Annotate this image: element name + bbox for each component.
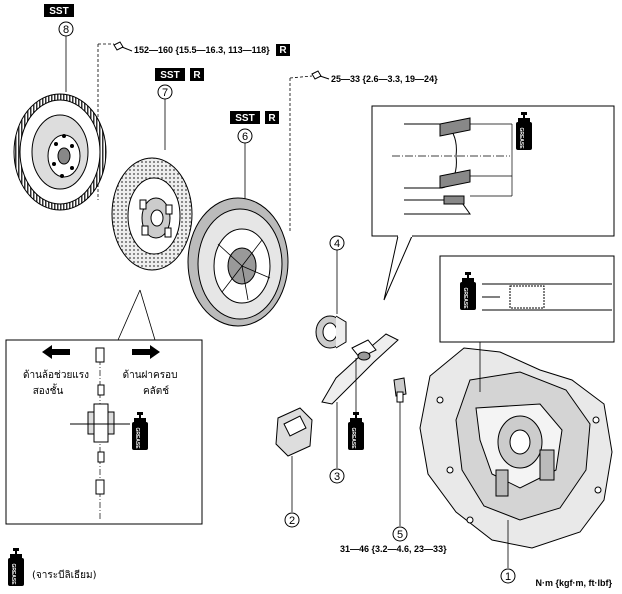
transaxle-housing	[419, 342, 613, 549]
sst-badge-6: SST R	[230, 111, 279, 124]
bearing-guide-detail: GREASE	[439, 255, 615, 343]
clutch-disc	[111, 157, 193, 271]
clutch-cover-bolt-icon	[311, 70, 330, 80]
svg-text:4: 4	[334, 238, 340, 250]
pivot-bolt-torque: 31—46 {3.2—4.6, 23—33}	[340, 544, 447, 554]
grease-icon-shaft: GREASE	[516, 112, 532, 150]
callout-6: 6	[237, 128, 253, 210]
clutch-cover-bolt-torque: 25—33 {2.6—3.3, 19—24}	[331, 74, 438, 84]
svg-text:3: 3	[334, 471, 340, 483]
grease-legend-note: (จาระบีลิเธียม)	[32, 569, 97, 581]
callout-2: 2	[284, 456, 300, 528]
svg-text:7: 7	[162, 87, 168, 99]
callout-4: 4	[329, 235, 345, 314]
callout-7: 7	[157, 84, 173, 150]
clutch-cover	[187, 197, 289, 327]
grease-icon-guide: GREASE	[460, 272, 476, 310]
release-bearing	[315, 315, 347, 349]
dual-mass-flywheel	[13, 93, 107, 211]
svg-text:R: R	[279, 45, 287, 56]
callout-8: 8	[58, 21, 74, 92]
svg-text:GREASE: GREASE	[350, 427, 356, 449]
svg-text:1: 1	[505, 571, 511, 583]
svg-text:SST: SST	[160, 70, 179, 81]
svg-text:GREASE: GREASE	[462, 287, 468, 309]
clutch-disc-orientation-detail: ด้านล้อช่วยแรง สองชั้น ด้านฝาครอบ คลัตช์…	[5, 289, 203, 525]
clutch-cover-side-label-2: คลัตช์	[143, 385, 169, 397]
replace-badge-flywheel-bolt: R	[276, 44, 290, 56]
flywheel-bolt-icon	[113, 41, 133, 52]
sst-badge-7: SST R	[155, 68, 204, 81]
flywheel-bolt-torque: 152—160 {15.5—16.3, 113—118}	[134, 45, 270, 55]
svg-text:6: 6	[242, 131, 248, 143]
release-fork	[321, 333, 399, 405]
arrow-right-icon	[132, 345, 160, 359]
dual-mass-side-label-2: สองชั้น	[33, 383, 64, 397]
dust-boot	[275, 407, 313, 457]
svg-text:R: R	[268, 113, 276, 124]
callout-1: 1	[500, 520, 516, 584]
clutch-cover-side-label-1: ด้านฝาครอบ	[123, 369, 178, 381]
grease-icon-detail: GREASE	[132, 412, 148, 450]
arrow-left-icon	[42, 345, 70, 359]
dual-mass-side-label-1: ด้านล้อช่วยแรง	[23, 369, 89, 381]
svg-text:2: 2	[289, 515, 295, 527]
svg-text:GREASE: GREASE	[10, 563, 16, 585]
callout-5: 5	[392, 402, 408, 542]
input-shaft-detail: GREASE	[371, 105, 615, 301]
svg-text:GREASE: GREASE	[134, 427, 140, 449]
svg-text:GREASE: GREASE	[518, 127, 524, 149]
pivot-bolt	[393, 377, 407, 403]
svg-text:R: R	[193, 70, 201, 81]
grease-icon-fork: GREASE	[348, 412, 364, 450]
svg-text:5: 5	[397, 529, 403, 541]
grease-legend-icon: GREASE	[8, 548, 24, 586]
callout-3: 3	[329, 402, 345, 484]
sst-badge-8: SST	[44, 4, 74, 17]
torque-units: N·m {kgf·m, ft·lbf}	[536, 578, 613, 588]
svg-text:8: 8	[63, 24, 69, 36]
svg-text:SST: SST	[49, 6, 68, 17]
svg-text:SST: SST	[235, 113, 254, 124]
